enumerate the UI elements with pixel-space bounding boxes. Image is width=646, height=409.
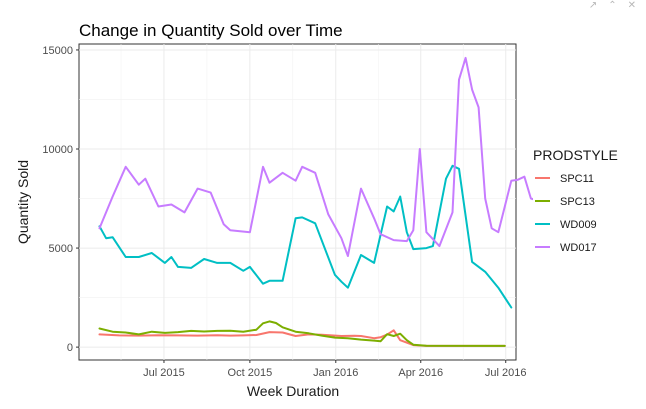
x-tick-label: Oct 2015	[228, 367, 273, 379]
x-axis-title: Week Duration	[247, 383, 339, 399]
x-tick-label: Jan 2016	[313, 367, 358, 379]
plot-panel	[78, 43, 517, 361]
close-icon[interactable]: ✕	[627, 0, 636, 11]
series-line-spc13	[98, 320, 506, 347]
series-line-wd009	[98, 164, 513, 309]
y-tick-label: 5000	[49, 243, 73, 255]
x-tick-label: Jul 2016	[485, 367, 527, 379]
legend-label-spc13: SPC13	[560, 196, 595, 208]
y-tick-label: 0	[67, 342, 73, 354]
legend-label-wd017: WD017	[560, 242, 597, 254]
export-icon[interactable]: ↗	[588, 0, 598, 11]
series-lines	[98, 56, 539, 347]
legend: PRODSTYLE SPC11 SPC13 WD009 WD017	[533, 147, 618, 256]
chart-title: Change in Quantity Sold over Time	[79, 21, 343, 40]
window-controls: ↗ ⌃ ✕	[589, 0, 636, 12]
collapse-icon[interactable]: ⌃	[608, 0, 617, 11]
y-axis-title: Quantity Sold	[15, 160, 31, 244]
x-tick-label: Apr 2016	[398, 367, 443, 379]
series-line-spc11	[98, 329, 506, 347]
legend-label-spc11: SPC11	[560, 173, 594, 185]
y-tick-label: 10000	[42, 144, 73, 156]
legend-title: PRODSTYLE	[533, 147, 618, 163]
x-tick-label: Jul 2015	[143, 367, 185, 379]
legend-label-wd009: WD009	[560, 219, 597, 231]
y-tick-label: 15000	[42, 45, 73, 57]
axes: Jul 2015 Oct 2015 Jan 2016 Apr 2016 Jul 2016…	[42, 45, 526, 379]
series-line-wd017	[98, 56, 539, 257]
